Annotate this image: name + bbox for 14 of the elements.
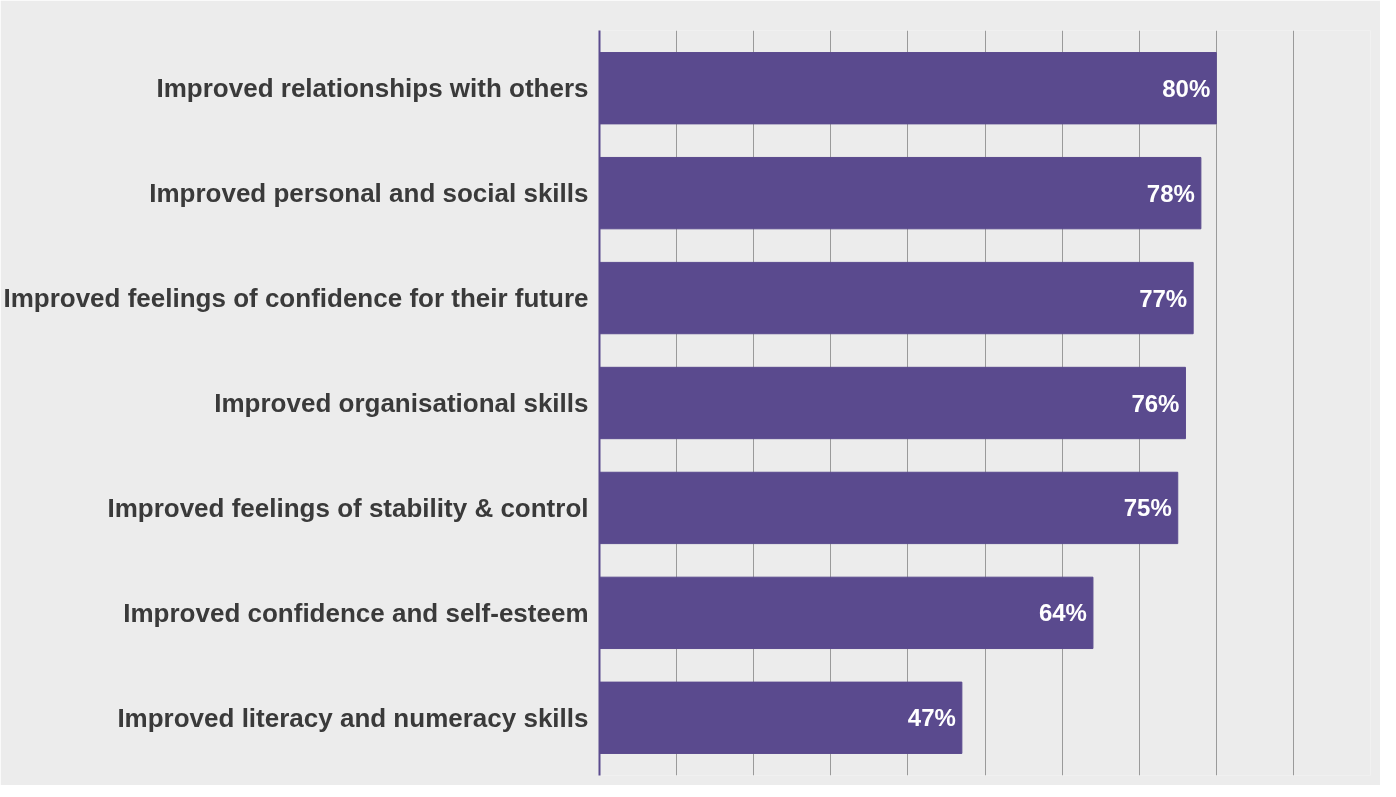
y-tick-label: Improved feelings of confidence for their future (3, 283, 589, 314)
data-label: 80% (1162, 74, 1211, 102)
data-label: 75% (1123, 494, 1172, 522)
y-tick-label: Improved confidence and self-esteem (123, 597, 589, 628)
data-label: 76% (1131, 389, 1180, 417)
y-tick-label: Improved literacy and numeracy skills (117, 702, 589, 733)
data-label: 47% (907, 704, 956, 732)
data-label: 77% (1139, 284, 1188, 312)
y-tick-label: Improved organisational skills (214, 388, 589, 418)
data-label: 64% (1038, 599, 1087, 627)
data-label: 78% (1146, 179, 1195, 207)
y-tick-label: Improved relationships with others (156, 73, 589, 104)
y-tick-label: Improved personal and social skills (149, 178, 589, 209)
y-tick-label: Improved feelings of stability & control (107, 492, 589, 523)
